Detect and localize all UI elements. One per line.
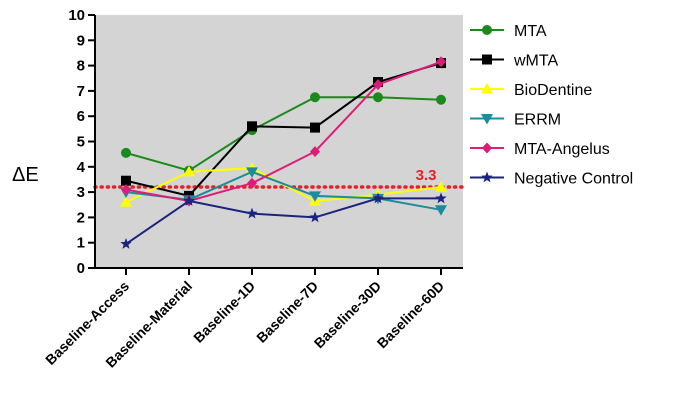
data-point-biodentine xyxy=(435,181,447,192)
x-tick-label: Baseline-1D xyxy=(190,278,258,346)
legend-swatch-marker xyxy=(482,25,492,35)
data-point-mta-angelus xyxy=(373,79,383,91)
legend-swatch-marker xyxy=(482,142,492,154)
legend-item-biodentine: BioDentine xyxy=(470,82,592,99)
y-tick-label: 9 xyxy=(77,32,85,49)
legend-item-errm: ERRM xyxy=(470,112,561,129)
series-line-mta xyxy=(125,96,442,172)
y-tick-label: 4 xyxy=(77,159,86,176)
data-point-negative-control xyxy=(183,194,195,206)
y-tick-label: 7 xyxy=(77,83,85,100)
data-point-negative-control xyxy=(372,192,384,204)
series-line-wmta xyxy=(125,62,442,198)
data-point-wmta xyxy=(247,121,257,132)
data-point-negative-control xyxy=(435,192,447,204)
legend-label: ERRM xyxy=(514,112,561,129)
y-tick-label: 8 xyxy=(77,58,85,75)
plot-area xyxy=(95,15,463,268)
data-point-wmta xyxy=(310,122,320,133)
y-tick-label: 6 xyxy=(77,108,85,125)
series-line-negative-control xyxy=(125,197,441,245)
data-point-mta xyxy=(121,147,131,158)
legend-label: wMTA xyxy=(513,53,558,70)
legend-swatch-marker xyxy=(482,54,492,65)
legend-item-wmta: wMTA xyxy=(470,53,558,70)
legend-label: MTA xyxy=(514,23,547,40)
data-point-negative-control xyxy=(309,211,321,223)
data-point-mta-angelus xyxy=(436,56,446,68)
data-point-mta xyxy=(373,92,383,103)
legend-item-negative-control: Negative Control xyxy=(470,171,633,188)
y-tick-label: 0 xyxy=(77,260,85,277)
y-tick-label: 1 xyxy=(77,235,85,252)
y-tick-label: 3 xyxy=(77,184,85,201)
legend-swatch-marker xyxy=(481,83,493,94)
y-tick-label: 10 xyxy=(68,7,85,24)
data-point-errm xyxy=(309,191,321,202)
data-point-negative-control xyxy=(246,207,258,219)
data-point-mta-angelus xyxy=(121,184,131,196)
data-point-negative-control xyxy=(120,237,132,249)
legend-label: BioDentine xyxy=(514,82,592,99)
y-axis-label: ΔE xyxy=(12,164,39,186)
legend: MTA wMTA BioDentine ERRM MTA-Angelus Negative… xyxy=(470,23,633,188)
legend-label: Negative Control xyxy=(514,171,633,188)
data-point-mta-angelus xyxy=(310,146,320,158)
data-point-mta xyxy=(436,94,446,105)
data-point-errm xyxy=(246,167,258,178)
data-point-wmta xyxy=(121,175,131,186)
data-point-biodentine xyxy=(120,196,132,207)
series-line-mta-angelus xyxy=(125,60,442,202)
reference-line-label: 3.3 xyxy=(416,167,437,184)
legend-label: MTA-Angelus xyxy=(514,141,610,158)
series-negative-control xyxy=(120,192,447,249)
data-point-mta-angelus xyxy=(247,177,257,189)
series-mta-angelus xyxy=(121,56,446,207)
legend-item-mta: MTA xyxy=(470,23,547,40)
data-point-mta xyxy=(310,92,320,103)
legend-item-mta-angelus: MTA-Angelus xyxy=(470,141,610,158)
y-tick-label: 2 xyxy=(77,209,85,226)
data-point-biodentine xyxy=(183,165,195,177)
x-tick-label: Baseline-60D xyxy=(374,278,447,351)
y-tick-label: 5 xyxy=(77,134,85,151)
x-tick-label: Baseline-7D xyxy=(253,278,321,346)
legend-swatch-marker xyxy=(481,171,493,183)
legend-swatch-marker xyxy=(481,114,493,125)
data-point-errm xyxy=(435,205,447,216)
